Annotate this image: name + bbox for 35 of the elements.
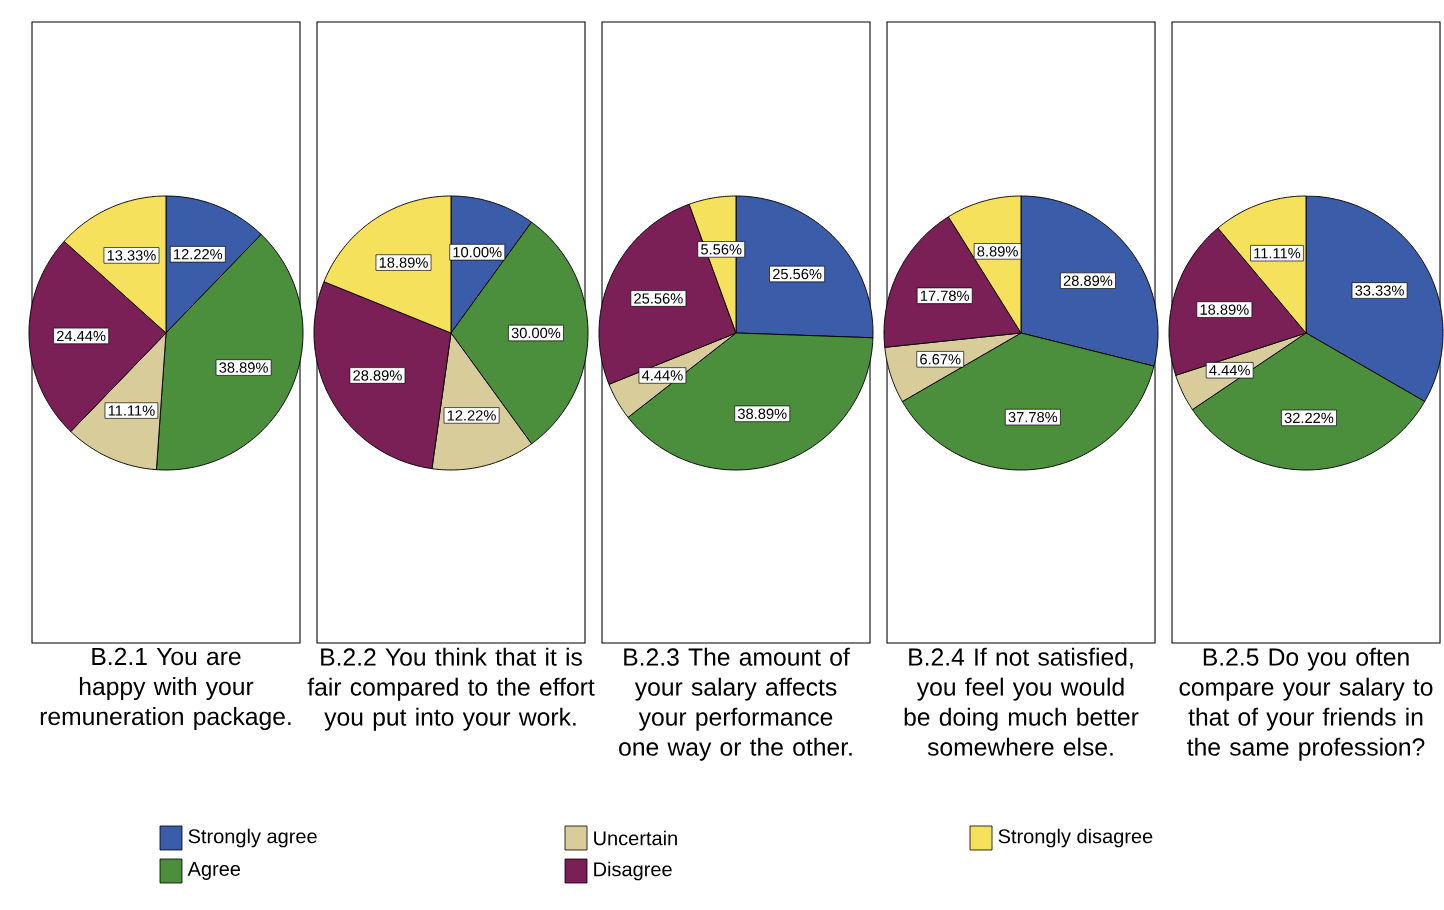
data-label: 13.33% (107, 250, 156, 261)
data-label: 17.78% (920, 290, 969, 301)
legend-label: Agree (187, 862, 241, 880)
data-label: 11.11% (1254, 248, 1301, 259)
data-label: 12.22% (447, 410, 496, 421)
text: B.2.5 Do you often compare your salary to that of your friends in the same profession? (1179, 647, 1433, 761)
data-label: 12.22% (174, 249, 223, 260)
data-label: 38.89% (219, 362, 268, 373)
data-label: 18.89% (1200, 304, 1249, 315)
data-label: 24.44% (56, 330, 106, 342)
data-label: 37.78% (1008, 411, 1058, 423)
data-label: 25.56% (772, 268, 822, 280)
data-label: 8.89% (977, 246, 1018, 257)
text: B.2.1 You are happy with your remuneration package. (40, 647, 291, 731)
data-label: 11.11% (108, 405, 155, 416)
data-label: 4.44% (642, 370, 683, 381)
data-label: 18.89% (379, 257, 428, 268)
data-label: 25.56% (634, 293, 683, 304)
legend-label: Strongly agree (188, 828, 317, 848)
data-label: 32.22% (1284, 412, 1334, 424)
legend-label: Uncertain (594, 830, 677, 846)
data-label: 10.00% (453, 247, 502, 258)
data-label: 6.67% (920, 354, 961, 365)
data-label: 5.56% (701, 244, 742, 255)
text: B.2.3 The amount of your salary affects your performance one way or the other. (619, 647, 852, 761)
text: B.2.4 If not satisfied, you feel you would be doing much better somewhere else. (904, 647, 1139, 756)
data-label: 30.00% (511, 327, 561, 339)
data-label: 4.44% (1209, 365, 1250, 376)
text: B.2.2 You think that it is fair compared to the effort you put into your work. (307, 647, 595, 731)
legend-label: Strongly disagree (998, 828, 1153, 848)
data-label: 38.89% (737, 408, 787, 419)
data-label: 33.33% (1355, 285, 1404, 296)
legend-label: Disagree (594, 861, 672, 881)
data-label: 28.89% (353, 370, 402, 381)
data-label: 28.89% (1063, 275, 1113, 286)
